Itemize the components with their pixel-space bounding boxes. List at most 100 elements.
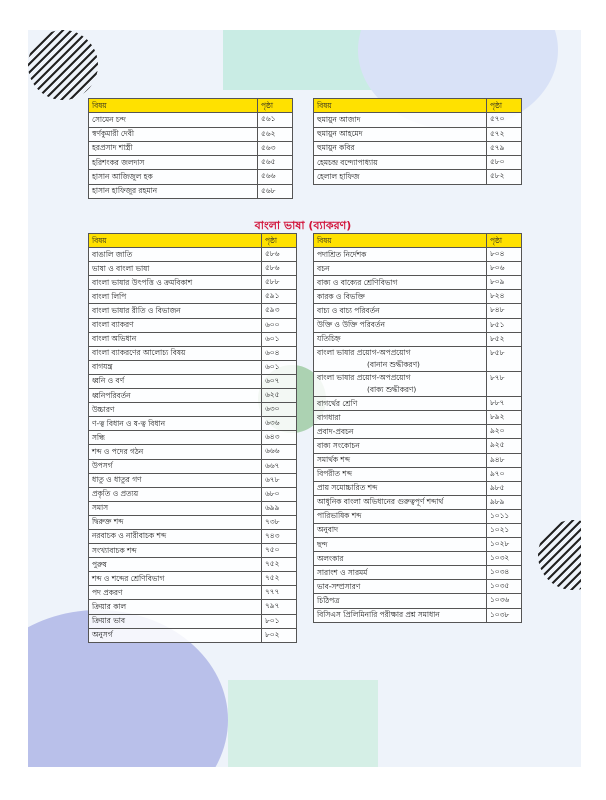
row-subtitle: (বানান শুদ্ধীকরণ) — [367, 359, 420, 369]
row-subject-text: বচন — [317, 263, 330, 273]
row-page: ১০৩৬ — [486, 593, 522, 609]
table-row: সমার্থক শব্দ ৯৪৮ — [313, 452, 522, 468]
row-page: ৮৫২ — [486, 331, 522, 347]
table-row: অনুবাদ ১০২১ — [313, 522, 522, 539]
row-subject: সমাস — [88, 500, 262, 516]
row-subject-text: ক্রিয়ার ভাব — [92, 616, 125, 626]
row-subject: সমার্থক শব্দ — [313, 452, 487, 468]
row-page: ৬৪৩ — [261, 430, 297, 446]
row-subject-text: হাসান আজিজুল হক — [92, 171, 153, 181]
row-subject: সংখ্যাবাচক শব্দ — [88, 543, 262, 559]
table-row: হেলাল হাফিজ ৫৮২ — [313, 169, 522, 185]
row-subject-text: সমার্থক শব্দ — [317, 455, 350, 464]
header-page: পৃষ্ঠা — [486, 97, 522, 114]
row-page: ৫৬৬ — [257, 169, 293, 185]
table-row: ক্রিয়ার কাল ৭৯৭ — [88, 599, 297, 615]
row-page: ৮৪৮ — [486, 303, 522, 319]
row-subject-text: স্বর্ণকুমারী দেবী — [92, 129, 135, 139]
row-subject: ছন্দ — [313, 537, 487, 553]
row-subject: পারিভাষিক শব্দ — [313, 508, 487, 524]
row-page: ৬০৭ — [261, 373, 297, 390]
table-row: ণ-ত্ব বিধান ও ষ-ত্ব বিধান ৬৩৬ — [88, 416, 297, 432]
table-row: সমাস ৬৯৯ — [88, 500, 297, 516]
row-subject: দ্বিরুক্ত শব্দ — [88, 514, 262, 530]
row-subtitle: (বাক্য শুদ্ধীকরণ) — [367, 385, 417, 395]
row-page: ১০৩২ — [486, 551, 522, 567]
row-subject-text: দ্বিরুক্ত শব্দ — [92, 517, 124, 527]
table-row: বাগধারা ৮৯২ — [313, 410, 522, 426]
table-row: হরিশংকর জলদাস ৫৬৫ — [88, 155, 293, 171]
row-page: ৬০০ — [261, 317, 297, 333]
row-subject: হরপ্রসাদ শাস্ত্রী — [88, 140, 258, 157]
row-subject: বাংলা ব্যাকরণের আলোচ্য বিষয় — [88, 345, 262, 361]
row-subject: প্রকৃতি ও প্রত্যয় — [88, 486, 262, 502]
table-row: বাংলা ভাষার রীতি ও বিভাজন ৫৯৩ — [88, 303, 297, 319]
row-page: ৭৫২ — [261, 557, 297, 573]
row-page: ৫৬৫ — [257, 155, 293, 171]
row-page: ৫৭২ — [486, 126, 522, 142]
row-subject-text: সোমেন চন্দ — [92, 114, 126, 124]
row-page: ৭৫০ — [261, 543, 297, 559]
table-header: বিষয় পৃষ্ঠা — [88, 97, 293, 114]
table-row: শব্দ ও শব্দের শ্রেণিবিভাগ ৭৫২ — [88, 571, 297, 587]
row-subject-text: বাংলা ব্যাকরণ — [92, 320, 134, 330]
row-subject-text: চিঠিপত্র — [317, 595, 340, 605]
row-subject-text: হুমায়ুন আজাদ — [317, 114, 361, 124]
table-header: বিষয় পৃষ্ঠা — [313, 97, 522, 114]
row-subject-text: সারাংশ ও সারমর্ম — [317, 567, 368, 577]
row-page: ৬৯৯ — [261, 500, 297, 516]
table-row: সংখ্যাবাচক শব্দ ৭৫০ — [88, 543, 297, 559]
table-row: ছন্দ ১০২৮ — [313, 537, 522, 553]
row-page: ১০৩৪ — [486, 565, 522, 581]
header-subject: বিষয় — [88, 232, 262, 249]
row-subject: পদাশ্রিত নির্দেশক — [313, 247, 487, 263]
row-page: ৮৯২ — [486, 410, 522, 426]
table-row: ভাব-সম্প্রসারণ ১০৩৫ — [313, 579, 522, 595]
row-subject: বাগর্থের শ্রেণি — [313, 396, 487, 412]
row-subject-text: ণ-ত্ব বিধান ও ষ-ত্ব বিধান — [92, 418, 166, 428]
row-subject: বাংলা ভাষার প্রয়োগ-অপপ্রয়োগ (বানান শুদ্… — [313, 345, 487, 372]
row-page: ৯৮৯ — [486, 494, 522, 510]
row-subject-text: উপসর্গ — [92, 461, 113, 470]
row-subject-text: বিপরীত শব্দ — [317, 469, 352, 479]
row-subject: হুমায়ুন আহমেদ — [313, 126, 487, 142]
row-subject: যতিচিহ্ন — [313, 331, 487, 347]
row-subject: শব্দ ও পদের গঠন — [88, 444, 262, 460]
table-row: পুরুষ ৭৫২ — [88, 557, 297, 573]
row-subject: ধ্বনি ও বর্ণ — [88, 373, 262, 390]
table-row: বাচ্য ও বাচ্য পরিবর্তন ৮৪৮ — [313, 303, 522, 319]
table-row: বাগযন্ত্র ৬০১ — [88, 359, 297, 375]
table-row: হুমায়ুন আহমেদ ৫৭২ — [313, 126, 522, 142]
table-row: ধ্বনিপরিবর্তন ৬২৫ — [88, 388, 297, 404]
row-subject-text: পুরুষ — [92, 559, 107, 569]
row-subject-text: প্রায় সমোচ্চারিত শব্দ — [317, 483, 378, 493]
row-subject: ধ্বনিপরিবর্তন — [88, 388, 262, 404]
header-page: পৃষ্ঠা — [261, 232, 297, 249]
row-subject: শব্দ ও শব্দের শ্রেণিবিভাগ — [88, 571, 262, 587]
row-subject: ক্রিয়ার ভাব — [88, 613, 262, 629]
row-page: ৫৬৩ — [257, 140, 293, 157]
row-subject-text: কারক ও বিভক্তি — [317, 291, 365, 301]
table-row: নরবাচক ও নারীবাচক শব্দ ৭৪৩ — [88, 528, 297, 545]
row-subject-text: ধ্বনিপরিবর্তন — [92, 390, 131, 400]
row-page: ৬৮০ — [261, 486, 297, 502]
table-row: বাগর্থের শ্রেণি ৮৮৭ — [313, 396, 522, 412]
row-subject: ক্রিয়ার কাল — [88, 599, 262, 615]
row-subject: হুমায়ুন আজাদ — [313, 112, 487, 128]
row-subject: কারক ও বিভক্তি — [313, 289, 487, 305]
row-subject-text: বাংলা অভিধান — [92, 334, 137, 344]
table-row: বাংলা লিপি ৫৯১ — [88, 289, 297, 305]
row-subject: হেমচন্দ্র বন্দ্যোপাধ্যায় — [313, 155, 487, 171]
header-subject: বিষয় — [88, 97, 258, 114]
table-row: অনুসর্গ ৮০২ — [88, 627, 297, 643]
table-main-right: বিষয় পৃষ্ঠা পদাশ্রিত নির্দেশক ৮০৪ বচন ৮০৬ বাক… — [313, 232, 522, 623]
row-subject-text: ভাষা ও বাংলা ভাষা — [92, 263, 150, 273]
row-subject: বাক্য ও বাক্যের শ্রেণিবিভাগ — [313, 275, 487, 291]
row-page: ৭৯৭ — [261, 599, 297, 615]
row-subject: উচ্চারণ — [88, 402, 262, 418]
row-subject-text: প্রকৃতি ও প্রত্যয় — [92, 489, 139, 499]
row-page: ১০৩৫ — [486, 579, 522, 595]
row-page: ৮০৯ — [486, 275, 522, 291]
row-page: ৫৬২ — [257, 126, 293, 142]
table-row: বাংলা ব্যাকরণ ৬০০ — [88, 317, 297, 333]
